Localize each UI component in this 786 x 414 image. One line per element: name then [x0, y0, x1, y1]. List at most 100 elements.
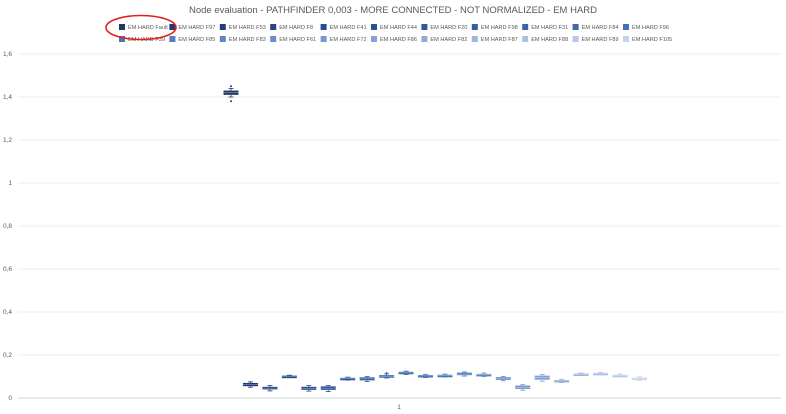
- legend-item: EM HARD F20: [421, 24, 467, 31]
- legend-swatch: [421, 36, 428, 42]
- y-tick-label: 0,2: [3, 352, 12, 359]
- box: [612, 374, 628, 378]
- legend-label: EM HARD F89: [582, 37, 619, 43]
- outlier-point: [230, 100, 232, 103]
- legend-swatch: [623, 36, 629, 42]
- legend-swatch: [219, 24, 226, 30]
- box: [573, 373, 589, 376]
- legend-item: EM HARD F97: [169, 24, 215, 31]
- legend-swatch: [371, 24, 377, 30]
- legend-label: EM HARD F82: [430, 37, 467, 43]
- legend-item: EM HARD F61: [270, 36, 316, 43]
- legend-item: EM HARD F88: [522, 36, 568, 43]
- y-tick-label: 0,4: [3, 309, 12, 316]
- box-plot: [242, 381, 258, 388]
- y-tick-label: 0: [8, 395, 12, 402]
- box-plot: [554, 378, 570, 383]
- box-plot: [340, 376, 356, 381]
- box-plot: [534, 373, 550, 382]
- legend-item: EM HARD F84: [572, 24, 619, 31]
- legend-label: EM HARD F41: [330, 25, 367, 31]
- box-plot: [495, 376, 511, 382]
- legend-swatch: [169, 36, 176, 42]
- legend-item: EM HARD F89: [572, 36, 619, 43]
- chart-title: Node evaluation - PATHFINDER 0,003 - MOR…: [189, 5, 597, 16]
- y-tick-label: 1,6: [3, 51, 12, 58]
- red-ellipse-annotation: [105, 14, 177, 41]
- legend-item: EM HARD F87: [471, 36, 518, 43]
- legend-label: EM HARD Fault: [128, 25, 168, 31]
- legend-item: EM HARD F105: [623, 36, 672, 43]
- legend-label: EM HARD F53: [229, 25, 266, 31]
- box-plot: [612, 373, 628, 378]
- legend-item: EM HARD F86: [371, 36, 417, 43]
- legend-label: EM HARD F20: [430, 25, 467, 31]
- box-plot: [631, 376, 647, 381]
- box: [437, 374, 453, 378]
- legend-swatch: [219, 36, 226, 42]
- legend-item: EM HARD F96: [623, 24, 669, 31]
- box-plot: [379, 372, 395, 379]
- legend-item: EM HARD F82: [421, 36, 467, 43]
- box-plot: [593, 372, 609, 376]
- legend-swatch: [421, 24, 428, 30]
- legend-label: EM HARD F61: [279, 37, 316, 43]
- legend-label: EM HARD F88: [531, 37, 568, 43]
- legend-swatch: [270, 36, 277, 42]
- legend-swatch: [522, 36, 529, 42]
- box-plot: [301, 385, 317, 392]
- box: [418, 374, 433, 378]
- legend-item: EM HARD F41: [320, 24, 367, 31]
- legend-label: EM HARD F86: [380, 37, 417, 43]
- y-tick-label: 0,8: [3, 223, 12, 230]
- y-tick-label: 1,4: [3, 94, 12, 101]
- box: [340, 377, 356, 381]
- legend-label: EM HARD F98: [481, 25, 518, 31]
- legend-item: EM HARD F83: [219, 36, 266, 43]
- legend-swatch: [522, 24, 529, 30]
- legend-swatch: [320, 24, 327, 30]
- box: [593, 372, 609, 376]
- legend-swatch: [572, 36, 579, 42]
- legend-swatch: [119, 36, 125, 42]
- legend-item: EM HARD F53: [219, 24, 266, 31]
- outlier-point: [230, 85, 232, 88]
- box-plot: [476, 372, 492, 377]
- box-plot: [573, 372, 589, 376]
- legend-swatch: [320, 36, 327, 42]
- legend-swatch: [471, 24, 478, 30]
- y-tick-label: 1: [8, 180, 12, 187]
- legend-label: EM HARD F105: [632, 37, 672, 43]
- legend-item: EM HARD F72: [320, 36, 367, 43]
- legend-label: EM HARD F96: [632, 25, 669, 31]
- box: [281, 375, 297, 379]
- legend-label: EM HARD F85: [178, 37, 215, 43]
- legend-label: EM HARD F83: [229, 37, 266, 43]
- legend-item: EM HARD F98: [471, 24, 518, 31]
- box-plot: [515, 384, 531, 391]
- box: [554, 379, 570, 383]
- legend-label: EM HARD F97: [178, 25, 215, 31]
- box: [476, 373, 492, 377]
- y-tick-label: 0,6: [3, 266, 12, 273]
- legend-label: EM HARD F44: [380, 25, 417, 31]
- box-plot: [418, 373, 433, 378]
- box-plot: [456, 371, 472, 377]
- legend-swatch: [623, 24, 629, 30]
- legend-item: EM HARD F31: [522, 24, 568, 31]
- legend-swatch: [371, 36, 377, 42]
- legend-swatch: [471, 36, 478, 42]
- box-plot: [281, 374, 297, 379]
- box-plot: [359, 376, 375, 382]
- legend-label: EM HARD F8: [279, 25, 313, 31]
- box-plot: [262, 385, 278, 392]
- gridlines: [18, 53, 781, 356]
- box-plot: [437, 373, 453, 378]
- y-tick-label: 1,2: [3, 137, 12, 144]
- legend-item: EM HARD F44: [371, 24, 417, 31]
- plot-area: [223, 85, 647, 392]
- box-plot: [223, 85, 239, 103]
- legend-swatch: [119, 24, 125, 30]
- legend-item: EM HARD F8: [270, 24, 313, 31]
